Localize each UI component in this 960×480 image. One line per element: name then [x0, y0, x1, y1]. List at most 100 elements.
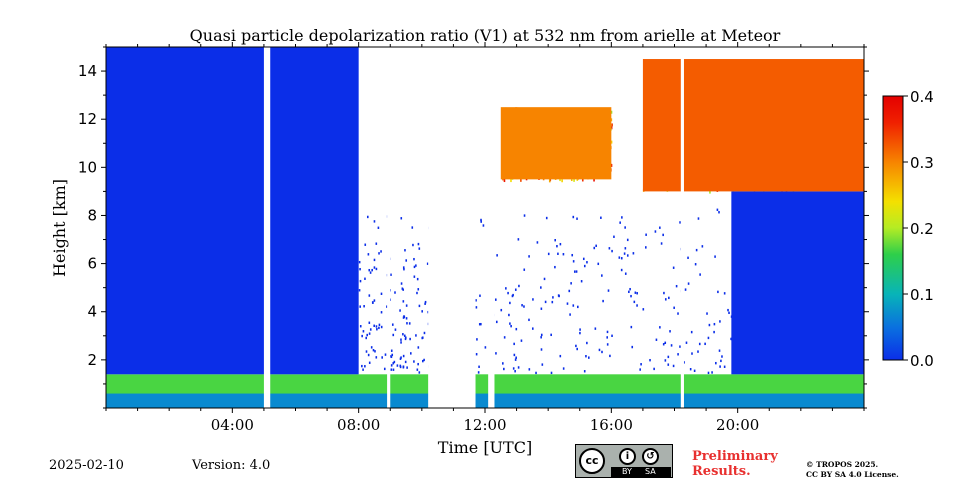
noise-speck [366, 333, 369, 337]
noise-speck [570, 282, 572, 285]
noise-speck [406, 366, 408, 369]
noise-speck [693, 369, 696, 372]
noise-speck [713, 322, 716, 326]
noise-speck [404, 336, 407, 339]
noise-speck [528, 255, 530, 258]
noise-speck [482, 224, 485, 227]
noise-speck [649, 358, 651, 362]
noise-speck [655, 338, 658, 341]
noise-speck [363, 305, 365, 308]
noise-speck [690, 330, 693, 334]
noise-speck [399, 309, 401, 312]
noise-speck [508, 313, 510, 317]
noise-speck [639, 368, 641, 371]
noise-speck [368, 361, 371, 364]
noise-speck [631, 345, 634, 349]
y-tick-label: 14 [78, 62, 97, 80]
noise-speck [723, 292, 726, 295]
noise-speck [660, 242, 663, 245]
noise-speck [409, 352, 412, 355]
by-label: BY [622, 467, 632, 476]
noise-speck [667, 355, 670, 359]
colorbar-tick-label: 0.1 [910, 286, 934, 304]
noise-speck [507, 291, 509, 295]
noise-speck [416, 368, 419, 371]
noise-speck [559, 242, 562, 246]
noise-speck [484, 346, 487, 349]
x-tick-label: 20:00 [716, 416, 759, 434]
noise-speck [711, 371, 713, 374]
noise-speck [521, 304, 523, 307]
noise-speck [376, 328, 378, 331]
noise-speck [717, 290, 719, 294]
noise-speck [718, 349, 721, 352]
noise-speck [480, 322, 482, 326]
noise-speck [390, 273, 392, 276]
noise-speck [667, 363, 670, 366]
noise-speck [514, 358, 517, 361]
noise-speck [417, 288, 420, 291]
noise-speck [684, 288, 687, 291]
noise-speck [706, 312, 708, 315]
noise-speck [368, 321, 371, 324]
noise-speck [708, 323, 711, 327]
noise-speck [389, 355, 392, 358]
noise-speck [659, 226, 661, 229]
noise-speck [620, 268, 623, 272]
noise-speck [544, 300, 547, 304]
data-layer-cirrus [500, 107, 612, 180]
noise-speck [694, 263, 697, 266]
noise-speck [697, 350, 699, 353]
noise-speck [377, 226, 380, 229]
noise-speck [523, 214, 526, 217]
noise-speck [594, 327, 597, 330]
noise-speck [532, 298, 534, 301]
noise-speck [359, 267, 361, 271]
noise-speck [523, 268, 526, 271]
noise-speck [358, 289, 361, 292]
noise-speck [413, 265, 416, 269]
noise-speck [417, 242, 420, 246]
y-axis-label: Height [km] [50, 179, 69, 277]
y-tick-label: 4 [87, 303, 97, 321]
noise-speck [600, 216, 602, 219]
noise-speck [624, 272, 627, 275]
noise-speck [601, 350, 603, 354]
cirrus-speck [610, 140, 613, 144]
noise-speck [576, 347, 578, 351]
noise-speck [399, 364, 402, 368]
cirrus-speck [510, 179, 512, 183]
noise-speck [415, 264, 417, 267]
noise-speck [609, 354, 611, 358]
noise-speck [408, 322, 411, 325]
noise-speck [373, 258, 376, 262]
noise-speck [619, 221, 621, 224]
noise-speck [664, 341, 667, 344]
noise-speck [618, 256, 621, 259]
noise-speck [412, 243, 414, 247]
noise-speck [478, 365, 480, 368]
noise-speck [728, 311, 730, 315]
colorbar-tick-label: 0.2 [910, 220, 934, 238]
noise-speck [503, 367, 505, 371]
noise-speck [403, 315, 405, 318]
noise-speck [413, 360, 415, 363]
noise-speck [602, 299, 604, 303]
y-tick-label: 6 [87, 255, 97, 273]
noise-speck [418, 247, 421, 250]
axis-layer: 2 4 6 8 10 12 14 04:00 08:00 12:00 16:00 20:00 [78, 42, 869, 434]
noise-speck [378, 252, 380, 255]
noise-speck [365, 336, 368, 340]
noise-speck [422, 359, 424, 363]
noise-speck [580, 280, 583, 283]
cirrus-speck [573, 178, 575, 182]
noise-speck [416, 277, 419, 281]
y-tick-label: 2 [87, 351, 97, 369]
data-layer-cirrus [642, 59, 864, 192]
noise-speck [371, 268, 373, 272]
noise-speck [568, 289, 571, 293]
noise-speck [364, 365, 366, 368]
noise-speck [624, 226, 626, 229]
noise-speck [514, 288, 517, 291]
noise-speck [662, 233, 664, 237]
